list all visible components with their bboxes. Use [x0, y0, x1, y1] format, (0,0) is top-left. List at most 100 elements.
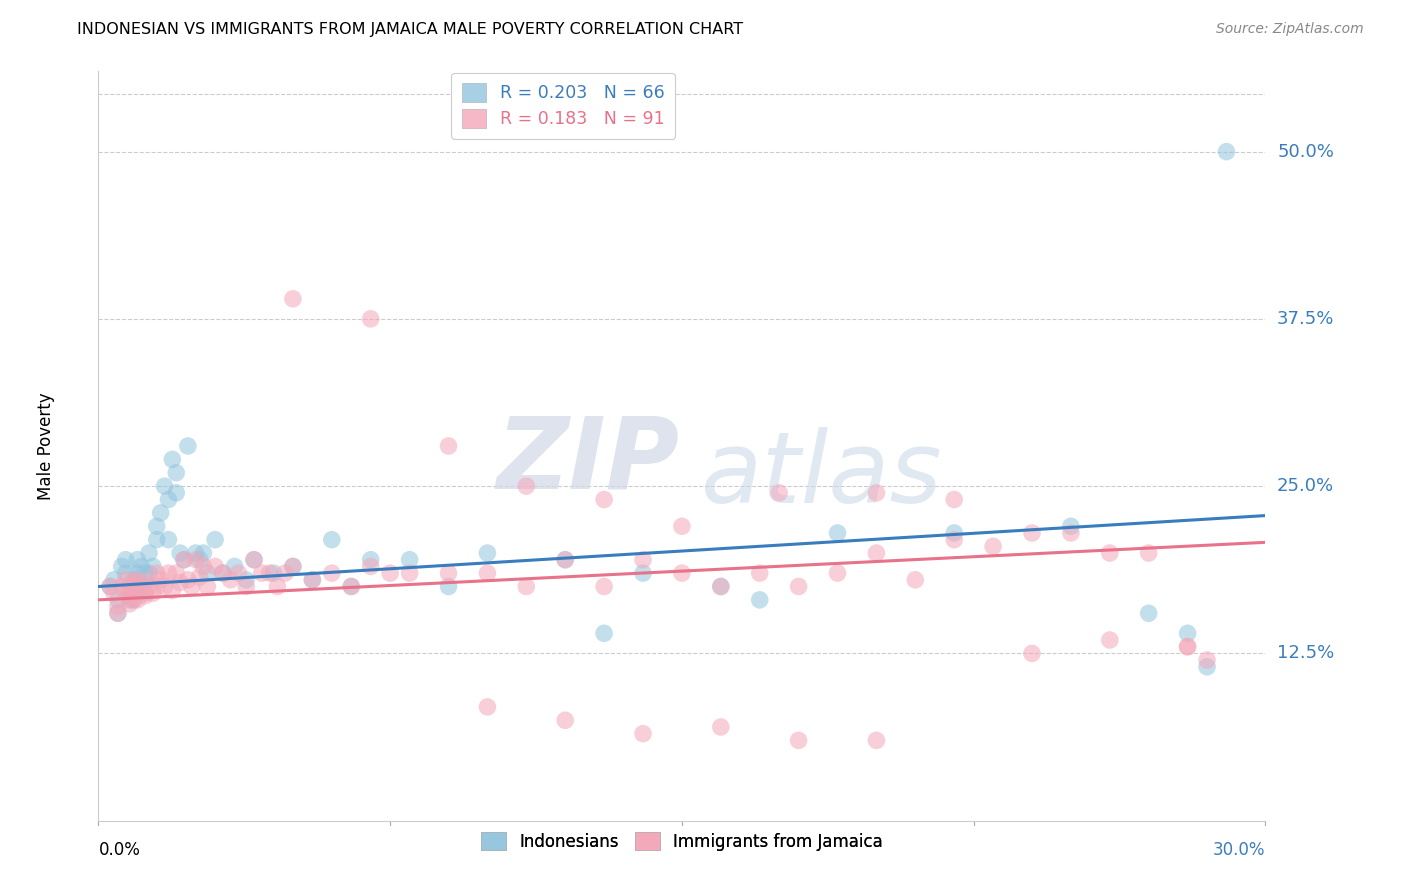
Point: [710, 580, 733, 594]
Point: [122, 573, 145, 587]
Point: [554, 714, 576, 728]
Point: [146, 566, 169, 581]
Point: [398, 553, 420, 567]
Point: [165, 466, 187, 480]
Point: [360, 553, 382, 567]
Point: [165, 566, 187, 581]
Point: [134, 589, 156, 603]
Point: [165, 486, 187, 500]
Point: [943, 533, 966, 547]
Point: [107, 607, 129, 621]
Point: [114, 553, 136, 567]
Point: [301, 573, 323, 587]
Point: [169, 546, 191, 560]
Point: [593, 492, 616, 507]
Point: [301, 573, 323, 587]
Point: [195, 580, 218, 594]
Point: [1177, 640, 1199, 654]
Point: [1060, 519, 1083, 533]
Text: 25.0%: 25.0%: [1277, 477, 1334, 495]
Point: [235, 580, 257, 594]
Point: [554, 553, 576, 567]
Point: [340, 580, 363, 594]
Point: [184, 553, 207, 567]
Point: [904, 573, 927, 587]
Point: [127, 573, 149, 587]
Point: [122, 593, 145, 607]
Point: [593, 626, 616, 640]
Point: [134, 566, 156, 581]
Text: 37.5%: 37.5%: [1277, 310, 1334, 328]
Point: [162, 452, 184, 467]
Point: [193, 559, 215, 574]
Point: [157, 566, 180, 581]
Point: [515, 580, 537, 594]
Point: [631, 553, 654, 567]
Point: [593, 580, 616, 594]
Point: [107, 593, 129, 607]
Point: [437, 439, 460, 453]
Point: [188, 570, 211, 584]
Point: [259, 566, 281, 581]
Point: [149, 506, 172, 520]
Point: [107, 607, 129, 621]
Point: [103, 573, 125, 587]
Point: [1195, 660, 1218, 674]
Point: [98, 580, 121, 594]
Point: [195, 566, 218, 581]
Point: [321, 533, 343, 547]
Point: [142, 586, 165, 600]
Point: [103, 586, 125, 600]
Point: [204, 559, 226, 574]
Point: [138, 580, 160, 594]
Point: [1177, 626, 1199, 640]
Legend: Indonesians, Immigrants from Jamaica: Indonesians, Immigrants from Jamaica: [474, 826, 890, 857]
Point: [1137, 607, 1160, 621]
Point: [437, 566, 460, 581]
Point: [153, 479, 176, 493]
Point: [827, 526, 849, 541]
Point: [1137, 546, 1160, 560]
Point: [1098, 546, 1121, 560]
Point: [281, 559, 304, 574]
Point: [184, 546, 207, 560]
Point: [943, 526, 966, 541]
Point: [118, 597, 141, 611]
Text: Source: ZipAtlas.com: Source: ZipAtlas.com: [1216, 22, 1364, 37]
Point: [827, 566, 849, 581]
Point: [138, 566, 160, 581]
Point: [477, 566, 499, 581]
Point: [127, 553, 149, 567]
Point: [710, 580, 733, 594]
Point: [169, 575, 191, 590]
Point: [865, 733, 887, 747]
Point: [153, 580, 176, 594]
Point: [228, 566, 250, 581]
Point: [127, 573, 149, 587]
Point: [111, 580, 134, 594]
Point: [157, 533, 180, 547]
Text: atlas: atlas: [702, 427, 943, 524]
Point: [146, 519, 169, 533]
Point: [146, 580, 169, 594]
Point: [1177, 640, 1199, 654]
Point: [554, 553, 576, 567]
Point: [224, 559, 246, 574]
Point: [437, 580, 460, 594]
Point: [193, 546, 215, 560]
Point: [127, 566, 149, 581]
Point: [188, 553, 211, 567]
Point: [243, 553, 266, 567]
Text: 30.0%: 30.0%: [1213, 840, 1265, 859]
Text: 50.0%: 50.0%: [1277, 143, 1334, 161]
Point: [212, 566, 235, 581]
Point: [235, 573, 257, 587]
Point: [118, 586, 141, 600]
Point: [118, 589, 141, 603]
Point: [748, 566, 770, 581]
Point: [118, 580, 141, 594]
Text: 12.5%: 12.5%: [1277, 644, 1334, 663]
Point: [111, 559, 134, 574]
Point: [146, 533, 169, 547]
Point: [787, 580, 810, 594]
